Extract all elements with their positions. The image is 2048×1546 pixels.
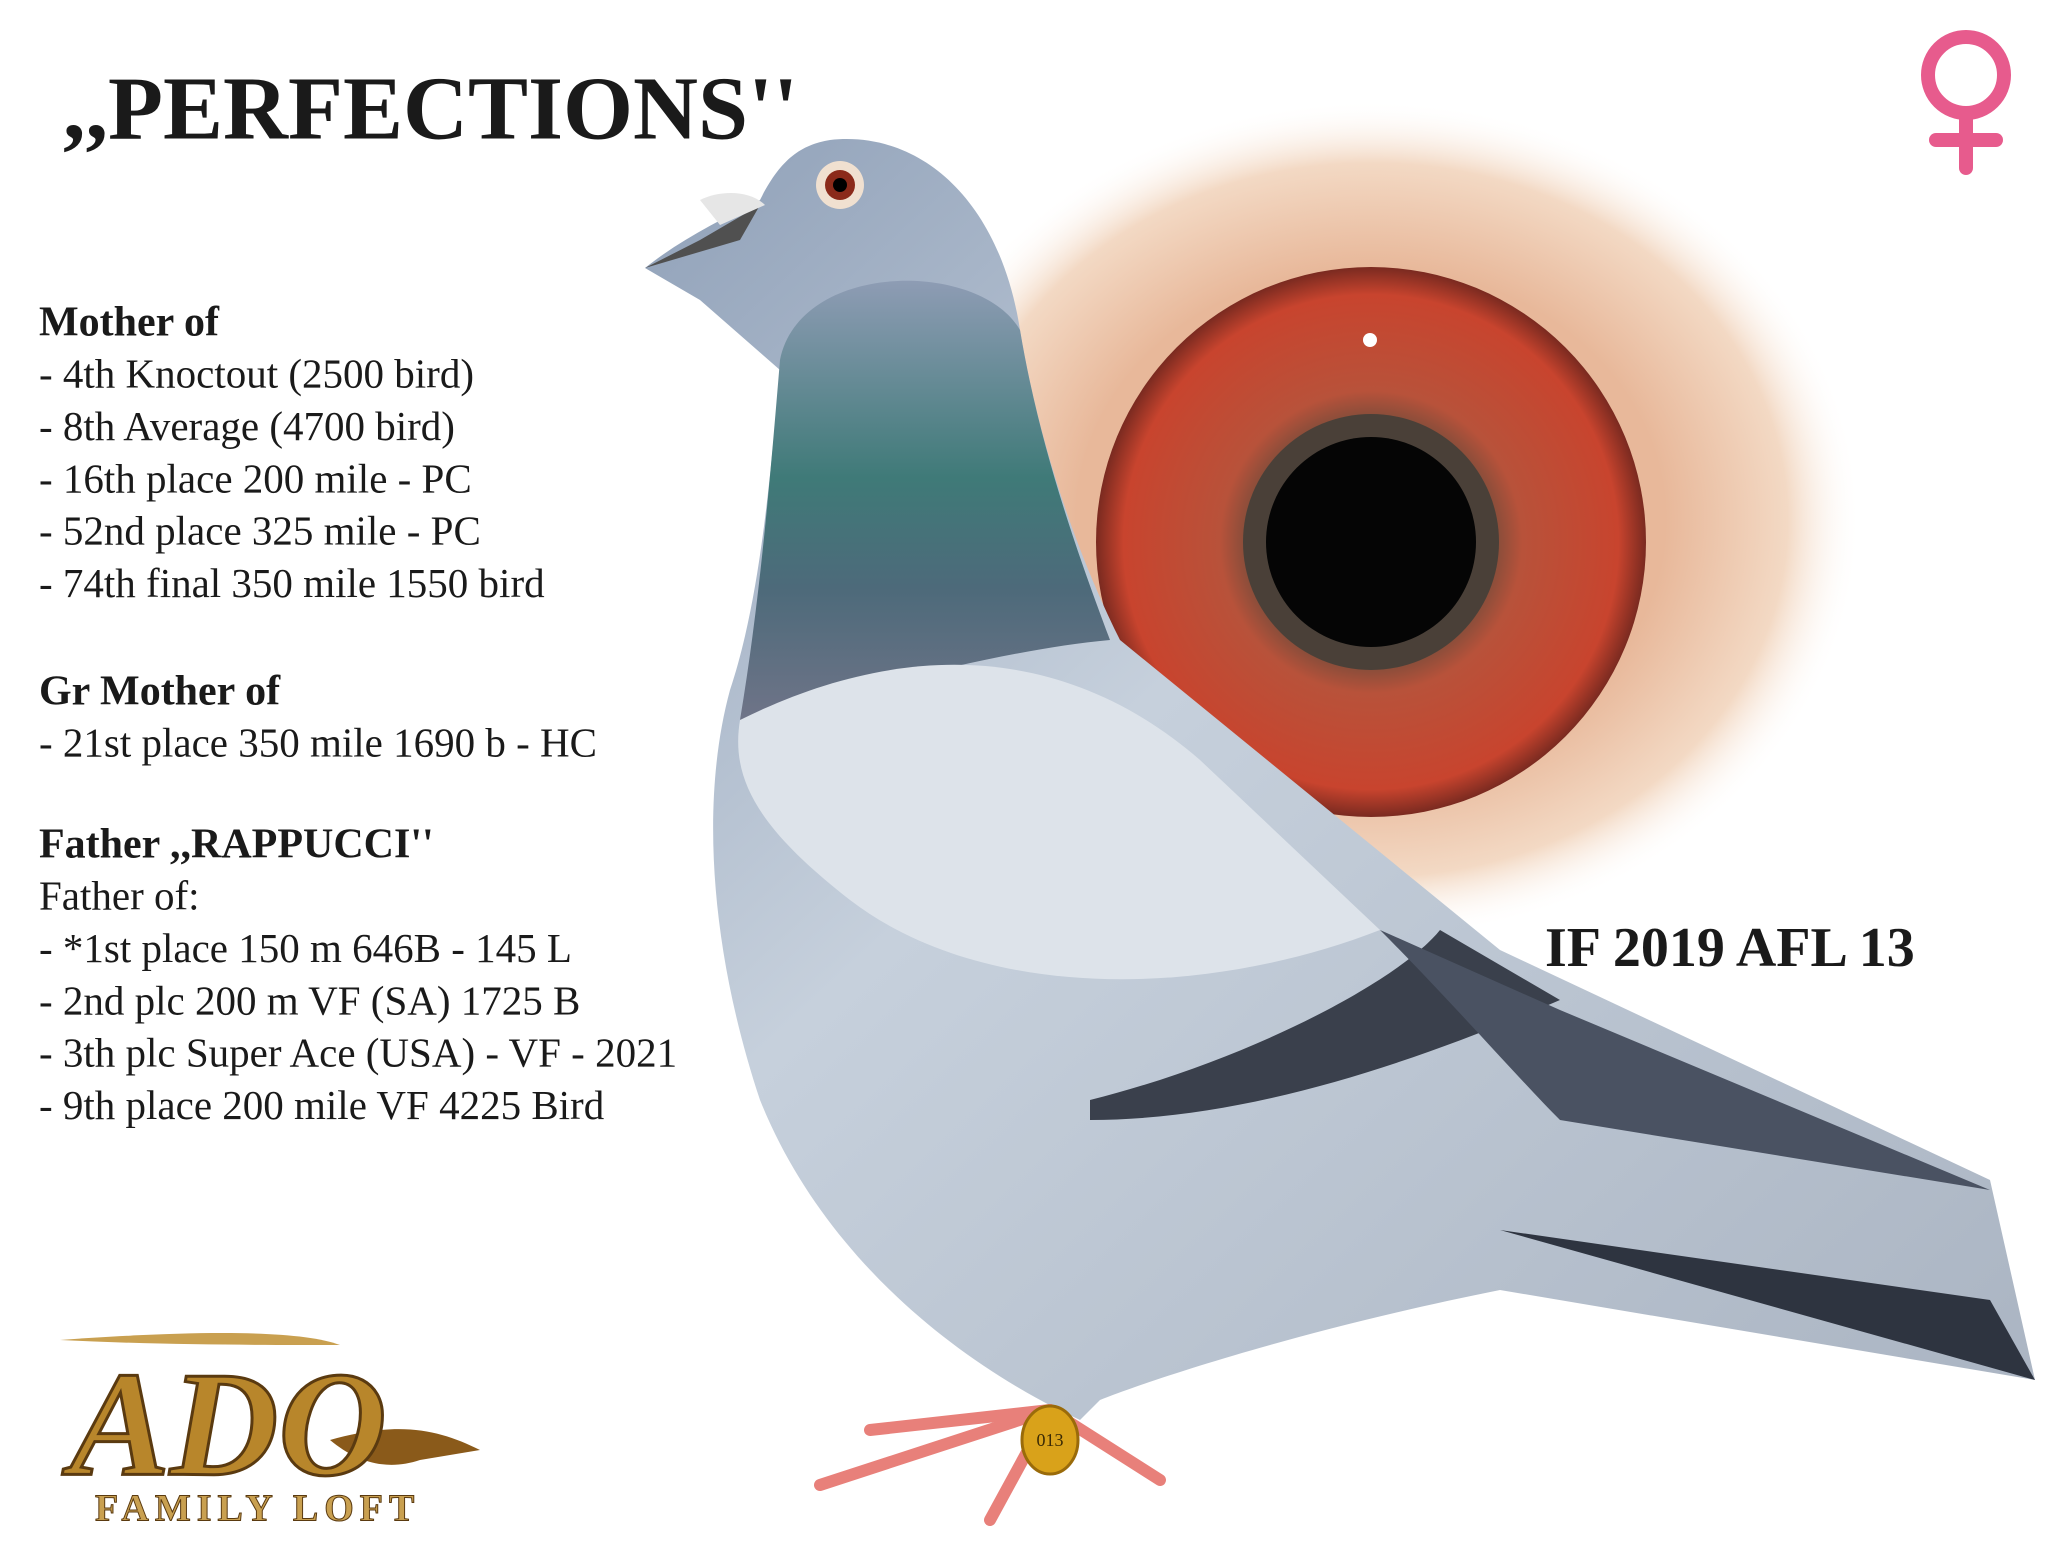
pigeon-neck: [740, 280, 1110, 720]
female-circle: [1921, 30, 2011, 120]
section-heading: Father ,,RAPPUCCI'': [39, 822, 434, 868]
leg-band: [1020, 1404, 1080, 1476]
achievement: - 8th Average (4700 bird): [39, 403, 455, 449]
pigeon-wing: [738, 664, 1380, 980]
achievement: - 4th Knoctout (2500 bird): [39, 351, 474, 397]
feet: [814, 1404, 1166, 1526]
logo-text: FAMILY LOFT: [95, 1488, 420, 1530]
eye-highlight: [1363, 333, 1377, 347]
pigeon: 013: [645, 139, 2035, 1526]
achievement: - 21st place 350 mile 1690 b - HC: [39, 720, 597, 766]
achievement: - *1st place 150 m 646B - 145 L: [39, 925, 572, 971]
section-heading: Gr Mother of: [39, 669, 281, 715]
eye-pupil: [1266, 437, 1476, 647]
ring-id: IF 2019 AFL 13: [1545, 917, 1915, 979]
logo: ADO FAMILY LOFT: [60, 1333, 480, 1530]
beak: [645, 205, 760, 268]
logo-wing: [330, 1429, 480, 1465]
section-subheading: Father of:: [39, 873, 200, 919]
achievements: Mother of - 4th Knoctout (2500 bird) - 8th…: [39, 300, 677, 1128]
toe: [864, 1404, 1056, 1436]
band-number: 013: [1037, 1430, 1064, 1450]
achievement: - 74th final 350 mile 1550 bird: [39, 560, 545, 606]
beak-cere: [700, 193, 765, 225]
achievement: - 3th plc Super Ace (USA) - VF - 2021: [39, 1030, 677, 1076]
section-heading: Mother of: [39, 300, 220, 346]
achievement: - 52nd place 325 mile - PC: [39, 508, 481, 554]
female-symbol: [1921, 30, 2011, 175]
wing-tip: [1380, 930, 1990, 1190]
pigeon-pupil: [833, 178, 847, 192]
title: ,,PERFECTIONS'': [63, 60, 798, 159]
achievement: - 2nd plc 200 m VF (SA) 1725 B: [39, 977, 580, 1023]
logo-mark: ADO: [62, 1341, 387, 1507]
achievement: - 9th place 200 mile VF 4225 Bird: [39, 1082, 604, 1128]
logo-swoosh: [60, 1333, 340, 1345]
achievement: - 16th place 200 mile - PC: [39, 455, 472, 501]
toe: [814, 1404, 1056, 1491]
tail: [1500, 1230, 2035, 1380]
